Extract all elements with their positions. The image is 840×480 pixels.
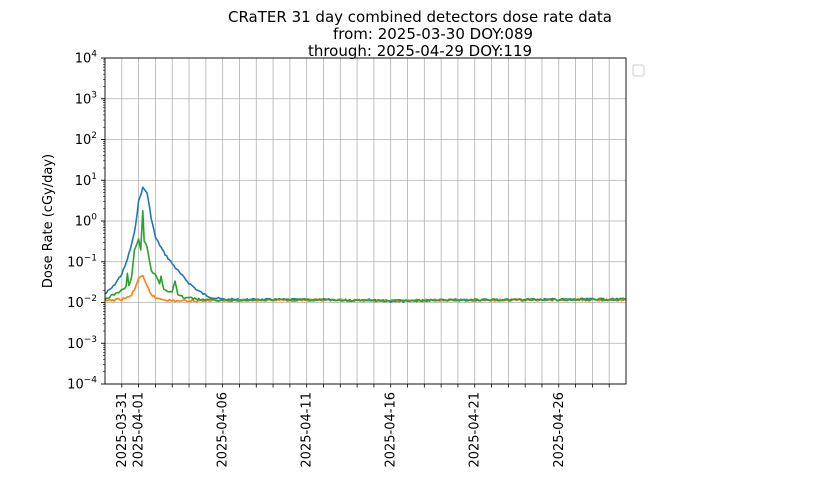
series-line-green xyxy=(104,210,627,303)
x-tick-label: 2025-04-21 xyxy=(468,392,483,468)
y-tick-label: 10−3 xyxy=(67,335,97,352)
legend-box xyxy=(632,64,645,77)
chart-title-line-2: from: 2025-03-30 DOY:089 xyxy=(333,25,533,43)
x-tick-label: 2025-04-01 xyxy=(132,392,147,468)
x-tick-label: 2025-03-31 xyxy=(115,392,130,468)
chart-title-line-1: CRaTER 31 day combined detectors dose ra… xyxy=(228,8,612,26)
axes-layer: 10−4 10−3 10−2 10−1 100 101 102 103 104 2025-03-3… xyxy=(67,50,627,468)
y-tick-label: 10−4 xyxy=(67,376,97,393)
x-tick-label: 2025-04-16 xyxy=(384,392,399,468)
x-tick-label: 2025-04-11 xyxy=(300,392,315,468)
y-tick-label: 102 xyxy=(75,131,97,148)
x-tick-label: 2025-04-26 xyxy=(552,392,567,468)
chart-title-line-3: through: 2025-04-29 DOY:119 xyxy=(308,42,532,60)
y-tick-label: 104 xyxy=(75,50,98,67)
y-tick-label: 101 xyxy=(75,172,97,189)
y-tick-label: 100 xyxy=(75,213,98,230)
y-tick-label: 10−1 xyxy=(67,253,97,270)
y-axis-label: Dose Rate (cGy/day) xyxy=(41,154,56,288)
x-tick-label: 2025-04-06 xyxy=(216,392,231,468)
y-tick-label: 103 xyxy=(75,90,97,107)
series-layer xyxy=(104,186,627,303)
y-tick-label: 10−2 xyxy=(67,294,97,311)
